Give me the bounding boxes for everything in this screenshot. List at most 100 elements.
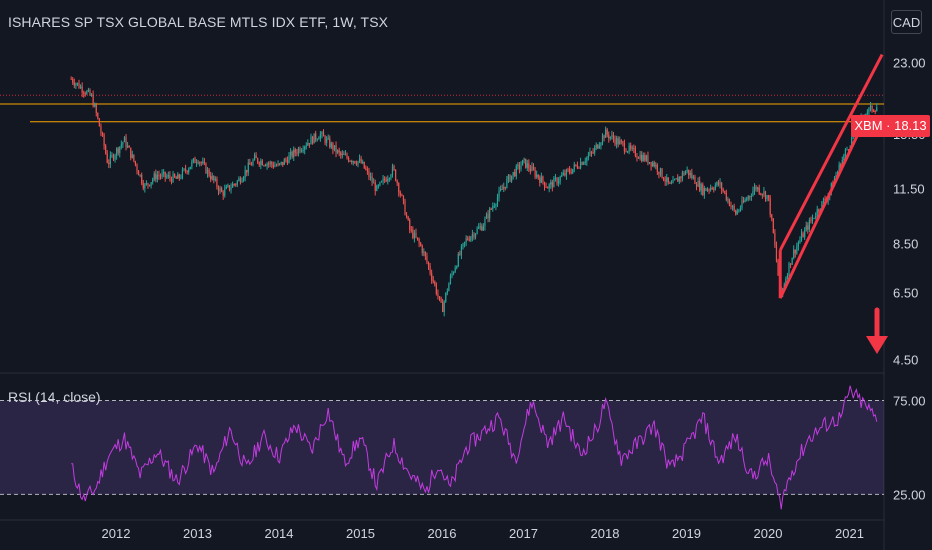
candle-body [405, 214, 408, 217]
candle-body [324, 136, 326, 143]
candle-body [794, 249, 796, 254]
candle-body [708, 189, 710, 191]
candle-body [866, 112, 868, 115]
candle-body [876, 107, 878, 112]
candle-body [675, 178, 677, 180]
candle-body [523, 158, 525, 160]
candle-body [807, 225, 809, 230]
candle-body [598, 145, 600, 149]
candle-body [485, 214, 488, 219]
candle-body [573, 164, 575, 169]
arrow-head [866, 336, 888, 354]
candle-body [184, 168, 187, 171]
candle-body [114, 155, 116, 160]
candle-body [233, 184, 235, 186]
candle-body [815, 216, 817, 218]
candle-body [652, 162, 654, 167]
candle-body [211, 175, 213, 180]
candle-body [684, 171, 687, 175]
candle-body [438, 296, 441, 298]
rsi-label[interactable]: RSI (14, close) [8, 389, 101, 405]
candle-body [818, 209, 820, 212]
candle-body [144, 184, 146, 189]
candle-body [195, 162, 198, 164]
candle-body [445, 292, 447, 302]
candle-body [478, 227, 480, 229]
candle-body [399, 192, 401, 195]
candle-body [395, 169, 397, 181]
candle-body [174, 173, 176, 178]
candle-body [382, 178, 384, 182]
candle-body [471, 233, 474, 237]
candle-body [731, 205, 734, 207]
candle-body [811, 217, 814, 221]
y-tick-label: 11.50 [893, 182, 925, 197]
candle-body [617, 138, 619, 145]
candle-body [269, 162, 271, 164]
candle-body [227, 185, 229, 187]
candle-body [626, 151, 629, 153]
candle-body [529, 168, 531, 171]
candle-body [710, 187, 712, 190]
candle-body [78, 82, 80, 89]
candle-body [117, 148, 119, 153]
candle-body [402, 195, 405, 201]
candle-body [739, 207, 742, 211]
candle-body [136, 164, 138, 171]
candle-body [340, 152, 342, 156]
candle-body [465, 238, 467, 242]
candle-body [272, 164, 274, 167]
candle-body [167, 175, 169, 177]
candle-body [261, 160, 263, 166]
candle-body [836, 171, 839, 176]
candle-body [664, 180, 666, 182]
candle-body [551, 182, 553, 188]
candle-body [302, 149, 304, 151]
candle-body [667, 177, 669, 183]
candle-body [79, 86, 82, 89]
candle-body [246, 169, 248, 173]
candle-body [213, 175, 215, 181]
candle-body [589, 151, 591, 156]
candle-body [683, 172, 685, 175]
candle-body [313, 133, 315, 144]
candle-body [805, 225, 807, 230]
x-tick-label: 2014 [265, 526, 294, 541]
candle-body [98, 118, 100, 127]
candle-body [746, 199, 748, 201]
candle-body [612, 135, 615, 139]
candle-body [148, 184, 151, 186]
candle-body [347, 157, 350, 162]
candle-body [330, 143, 332, 148]
candle-body [293, 149, 295, 158]
candle-body [208, 169, 210, 176]
candle-body [150, 182, 152, 186]
candle-body [716, 181, 718, 186]
candle-body [122, 142, 124, 145]
candle-body [108, 162, 110, 165]
candle-body [344, 154, 347, 156]
candle-body [308, 143, 311, 145]
candle-body [531, 166, 533, 171]
candle-body [510, 175, 513, 182]
candle-body [125, 137, 127, 148]
candle-body [786, 275, 789, 279]
candle-body [536, 174, 538, 177]
candle-body [625, 150, 627, 152]
candle-body [680, 176, 682, 179]
candle-body [851, 137, 853, 147]
candle-body [678, 176, 680, 182]
candle-body [658, 171, 660, 175]
candle-body [728, 199, 731, 206]
candle-body [296, 152, 298, 154]
candle-body [119, 146, 121, 153]
candle-body [109, 155, 111, 165]
channel-lower-line [778, 125, 864, 299]
candle-body [203, 161, 205, 164]
candle-body [258, 162, 260, 165]
candle-body [228, 185, 231, 190]
currency-button[interactable]: CAD [891, 10, 922, 34]
candle-body [785, 278, 787, 285]
candle-body [214, 179, 216, 181]
